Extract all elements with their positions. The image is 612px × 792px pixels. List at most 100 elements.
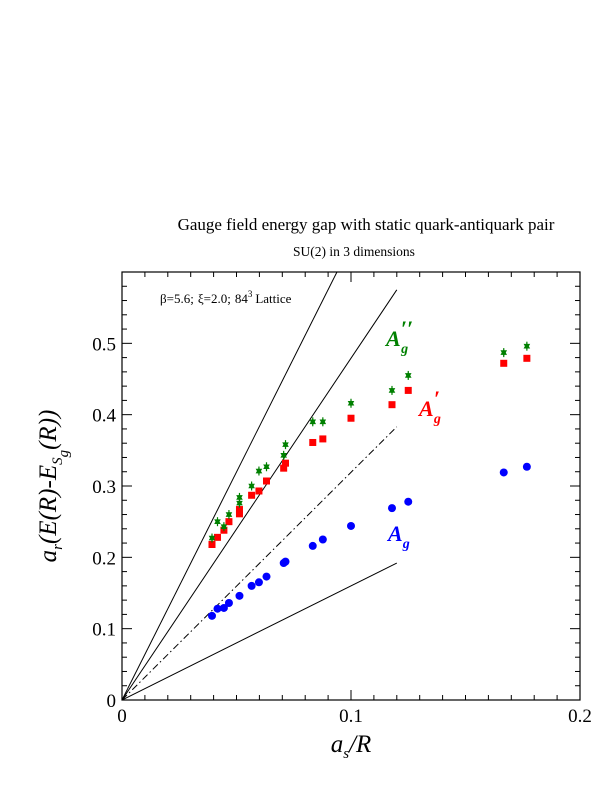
lattice-word: Lattice: [255, 291, 291, 306]
point-1: [523, 354, 531, 362]
point-1: [255, 487, 263, 495]
y-tick-labels: 0 0.1 0.2 0.3 0.4 0.5: [92, 334, 116, 712]
star-down: [282, 442, 289, 449]
point-2: [319, 417, 327, 427]
point-2: [388, 385, 396, 395]
point-0: [207, 611, 216, 620]
chart-title: Gauge field energy gap with static quark…: [178, 215, 555, 234]
point-2: [347, 398, 355, 408]
point-2: [208, 533, 216, 543]
point-1: [500, 359, 508, 367]
xi-text: ξ=2.0;: [198, 291, 231, 306]
point-1: [262, 477, 270, 485]
point-2: [500, 348, 508, 358]
plot-frame: [121, 271, 581, 701]
series-label-a-prime: A′ g: [417, 386, 441, 427]
star-down: [248, 483, 255, 490]
point-2: [309, 417, 317, 427]
star-down: [236, 500, 243, 507]
point-0: [213, 604, 222, 613]
y-tick-label: 0.3: [92, 477, 116, 498]
point-0: [219, 603, 228, 612]
x-tick-label: 0.1: [339, 706, 363, 727]
point-2: [214, 517, 221, 527]
x-axis-label: as/R: [331, 731, 372, 762]
y-tick-label: 0.5: [92, 334, 116, 355]
star-down: [263, 464, 270, 471]
axis-ticks: [121, 271, 581, 701]
point-2: [220, 522, 228, 532]
point-1: [235, 510, 243, 518]
point-1: [404, 386, 412, 394]
point-2: [255, 466, 263, 476]
star-down: [347, 400, 355, 407]
reference-line: [122, 289, 398, 700]
chart-subtitle: SU(2) in 3 dimensions: [293, 244, 415, 259]
data-points: [207, 341, 531, 620]
star-down: [523, 343, 531, 350]
reference-line: [122, 562, 398, 700]
svg-text:ar(E(R)-ESg(R)): ar(E(R)-ESg(R)): [35, 410, 72, 563]
lattice-annotation: β=5.6; ξ=2.0; 843 Lattice: [160, 289, 292, 306]
point-1: [208, 540, 216, 548]
point-0: [404, 497, 413, 506]
x-tick-label: 0: [117, 706, 127, 727]
reference-line: [122, 272, 338, 700]
point-0: [499, 468, 508, 477]
point-2: [523, 341, 531, 351]
point-1: [309, 438, 317, 446]
point-1: [225, 518, 233, 526]
point-0: [318, 535, 327, 544]
y-tick-label: 0.1: [92, 620, 116, 641]
y-axis-label: ar(E(R)-ESg(R)): [35, 410, 72, 563]
series-label-a: Ag: [386, 521, 410, 552]
point-0: [247, 581, 256, 590]
point-0: [387, 504, 396, 513]
star-down: [236, 495, 243, 501]
point-1: [213, 533, 221, 541]
point-1: [248, 491, 256, 499]
point-1: [280, 464, 288, 472]
y-tick-label: 0.4: [92, 406, 116, 427]
star-down: [388, 388, 396, 394]
x-tick-label: 0.2: [568, 706, 592, 727]
point-1: [319, 435, 327, 443]
x-tick-labels: 0 0.1 0.2: [117, 706, 592, 727]
star-down: [225, 512, 233, 519]
point-1: [388, 401, 396, 409]
star-down: [208, 535, 216, 542]
lattice-size: 84: [235, 291, 249, 306]
point-0: [224, 598, 233, 607]
reference-lines: [122, 272, 398, 700]
point-2: [225, 510, 233, 520]
star-down: [255, 468, 263, 475]
point-2: [404, 370, 412, 380]
point-0: [522, 462, 531, 471]
series-label-a-double-prime: A′′ g: [384, 316, 413, 357]
point-2: [280, 450, 287, 460]
point-0: [347, 521, 355, 530]
star-down: [500, 350, 508, 357]
lattice-exponent: 3: [248, 289, 253, 299]
star-down: [319, 419, 327, 426]
point-2: [282, 440, 289, 450]
star-down: [220, 524, 228, 531]
star-down: [280, 453, 287, 459]
y-tick-label: 0.2: [92, 548, 116, 569]
point-0: [308, 541, 317, 550]
star-down: [309, 419, 317, 426]
point-1: [235, 506, 243, 514]
reference-line: [122, 426, 398, 700]
star-down: [404, 373, 412, 379]
point-0: [254, 578, 263, 587]
point-0: [235, 591, 244, 600]
beta-text: β=5.6;: [160, 291, 194, 306]
y-tick-label: 0: [107, 691, 117, 712]
point-1: [282, 459, 290, 467]
point-2: [236, 492, 243, 502]
star-down: [214, 519, 221, 526]
point-0: [262, 572, 271, 581]
point-1: [347, 414, 355, 422]
point-0: [281, 557, 290, 566]
